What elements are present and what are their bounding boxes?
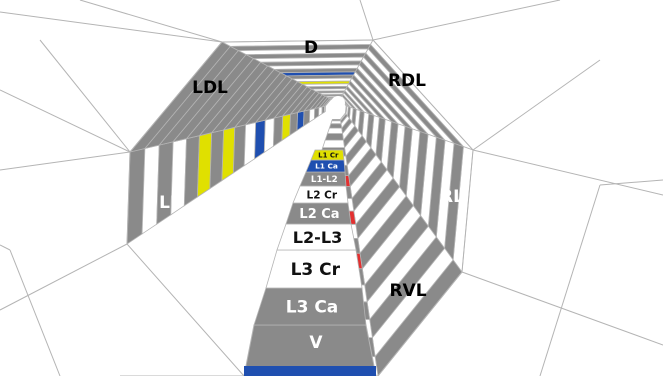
floor-label-l2-cr: L2 Cr xyxy=(307,189,338,201)
wall-segment xyxy=(221,126,236,182)
wall-segment xyxy=(281,113,291,142)
grid-line xyxy=(0,243,128,311)
wall-segment xyxy=(326,127,343,134)
wall-segment xyxy=(324,133,344,141)
grid-line xyxy=(372,0,561,41)
floor-label-l3-cr: L3 Cr xyxy=(291,260,341,280)
wall-segment xyxy=(296,110,305,132)
grid-line xyxy=(0,151,131,171)
grid-line xyxy=(79,0,223,43)
floor-label-l2-l3: L2-L3 xyxy=(293,228,343,247)
label-ll: LL xyxy=(159,193,181,213)
label-rvl: RVL xyxy=(389,281,426,301)
grid-line xyxy=(0,11,223,43)
wall-segment xyxy=(323,105,326,113)
wall-segment xyxy=(289,111,299,136)
grid-line xyxy=(9,249,61,376)
outer-ring xyxy=(126,39,474,376)
grid-line xyxy=(461,271,663,346)
wall-segment xyxy=(243,121,257,167)
grid-line xyxy=(359,0,374,41)
grid-line xyxy=(39,39,131,153)
wall-segment xyxy=(313,106,320,120)
floor-label-l2-ca: L2 Ca xyxy=(299,207,339,222)
label-v: V xyxy=(309,333,323,353)
floor-label-l1-cr: L1 Cr xyxy=(318,152,339,160)
floor-label-l1-l2: L1-L2 xyxy=(311,175,338,185)
wall-segment xyxy=(263,117,275,154)
floor-label-l1-ca: L1 Ca xyxy=(315,162,338,171)
wall-segment xyxy=(323,98,332,107)
floor-label-l3-ca: L3 Ca xyxy=(286,298,339,318)
wall-segment xyxy=(318,106,323,117)
label-d: D xyxy=(304,38,318,58)
wall-segment xyxy=(272,115,284,147)
grid-line xyxy=(599,179,663,186)
floor-bands xyxy=(243,149,377,376)
wall-segment xyxy=(322,139,345,149)
grid-line xyxy=(0,89,131,153)
wall-segment xyxy=(254,119,266,160)
wall-segment xyxy=(328,123,343,129)
grid-line xyxy=(539,184,601,376)
label-rdl: RDL xyxy=(388,71,426,91)
floor-edge-blue xyxy=(244,366,376,376)
wall-segment xyxy=(330,120,342,125)
floor-labels: L3 Ca L3 Cr L2-L3 L2 Ca L2 Cr L1-L2 L1 Ca L1 Cr xyxy=(286,152,343,318)
label-rl: RL xyxy=(440,187,464,207)
wall-segment xyxy=(303,109,311,127)
tunnel-end xyxy=(331,96,345,110)
wall-segment xyxy=(308,107,316,123)
grid-line xyxy=(472,59,601,151)
floor-band-l1-cr xyxy=(310,149,345,161)
wall-segment xyxy=(331,119,342,122)
grid-line xyxy=(472,149,663,196)
label-ldl: LDL xyxy=(192,78,228,98)
wall-segment xyxy=(232,124,247,174)
label-lvl: LVL xyxy=(204,280,237,300)
grid-line xyxy=(0,244,11,251)
